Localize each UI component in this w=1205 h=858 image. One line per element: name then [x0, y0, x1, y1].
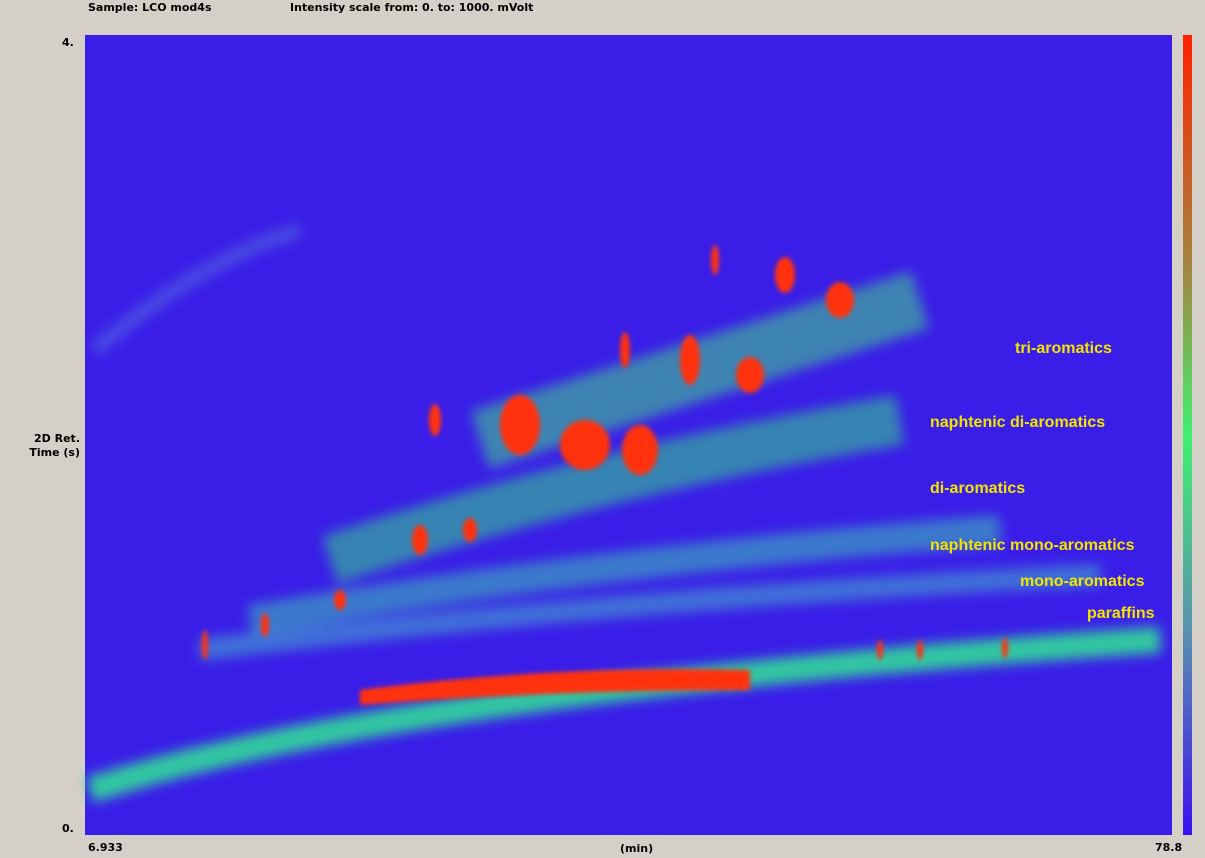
intensity-label: Intensity scale from: 0. to: 1000. mVolt	[290, 1, 534, 14]
peaks	[202, 245, 1008, 705]
bands	[86, 223, 1161, 803]
y-top: 4.	[62, 36, 74, 49]
region-label: paraffins	[1087, 605, 1155, 622]
y-title-1: 2D Ret.	[34, 432, 80, 445]
region-label: di-aromatics	[930, 480, 1026, 497]
sample-label: Sample: LCO mod4s	[88, 1, 212, 14]
color-scale	[1183, 35, 1192, 835]
y-bottom: 0.	[62, 822, 74, 835]
region-label: naphtenic di-aromatics	[930, 414, 1106, 431]
x-right: 78.8	[1155, 841, 1183, 854]
region-label: naphtenic mono-aromatics	[930, 537, 1135, 554]
region-label: tri-aromatics	[1015, 340, 1112, 357]
x-title: (min)	[620, 842, 654, 855]
y-title-2: Time (s)	[29, 446, 80, 459]
x-left: 6.933	[88, 841, 123, 854]
region-label: mono-aromatics	[1020, 573, 1145, 590]
